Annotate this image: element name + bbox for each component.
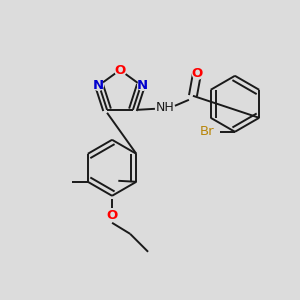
Text: NH: NH — [156, 101, 174, 114]
Text: Br: Br — [200, 125, 214, 138]
Text: O: O — [106, 209, 118, 222]
Text: N: N — [136, 79, 148, 92]
Text: N: N — [92, 79, 104, 92]
Text: O: O — [191, 67, 203, 80]
Text: O: O — [114, 64, 126, 76]
